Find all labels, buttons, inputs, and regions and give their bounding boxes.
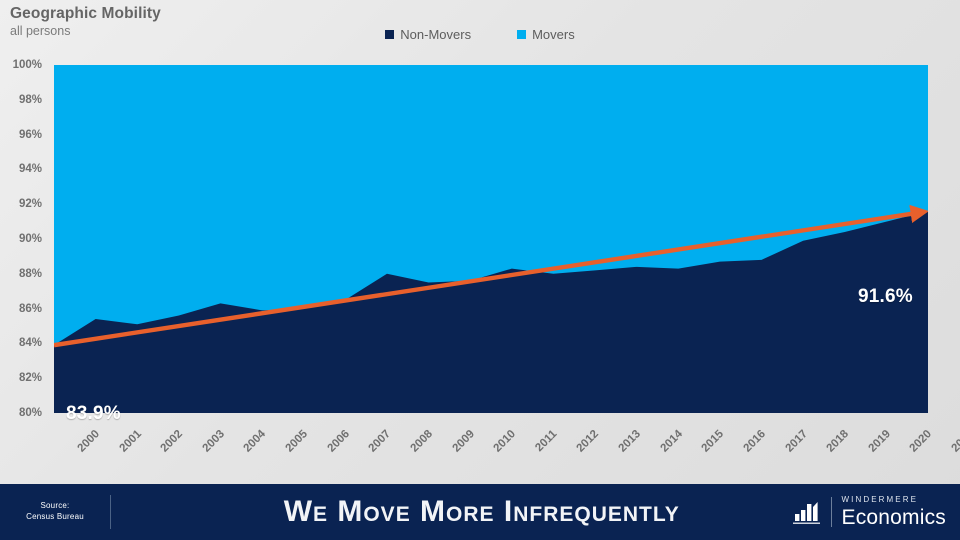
page-title: Geographic Mobility bbox=[10, 5, 161, 22]
x-axis-tick-label: 2021 bbox=[949, 428, 960, 455]
y-axis: 100% 98% 96% 94% 92% 90% 88% 86% 84% 82% 80% bbox=[0, 58, 46, 419]
x-axis-tick-label: 2012 bbox=[574, 428, 602, 455]
logo-product: Economics bbox=[841, 506, 946, 529]
source-note: Source: Census Bureau bbox=[0, 501, 110, 523]
y-axis-tick-label: 94% bbox=[18, 163, 42, 176]
x-axis-tick-label: 2010 bbox=[491, 428, 519, 455]
square-swatch-icon bbox=[385, 30, 395, 39]
legend-label: Movers bbox=[532, 27, 575, 42]
x-axis-tick-label: 2002 bbox=[158, 428, 186, 455]
square-swatch-icon bbox=[517, 30, 527, 39]
area-chart-svg bbox=[54, 204, 928, 413]
x-axis-tick-label: 2016 bbox=[741, 428, 768, 455]
plot-area bbox=[54, 65, 928, 413]
legend-item-movers[interactable]: Movers bbox=[517, 27, 575, 42]
bar-chart-icon bbox=[793, 502, 821, 524]
data-label-end: 91.6% bbox=[858, 286, 913, 307]
x-axis-tick-label: 2000 bbox=[75, 428, 103, 455]
y-axis-tick-label: 90% bbox=[18, 233, 42, 245]
data-label-start: 83.9% bbox=[66, 403, 121, 424]
x-axis-tick-label: 2009 bbox=[450, 428, 477, 455]
x-axis-tick-label: 2006 bbox=[325, 428, 352, 455]
x-axis-tick-label: 2020 bbox=[907, 428, 935, 455]
logo-text: WINDERMERE Economics bbox=[841, 495, 946, 529]
x-axis-tick-label: 2005 bbox=[283, 428, 311, 455]
x-axis-tick-label: 2019 bbox=[866, 428, 893, 455]
x-axis-tick-label: 2008 bbox=[408, 428, 436, 455]
x-axis-tick-label: 2014 bbox=[658, 428, 685, 455]
x-axis-tick-label: 2015 bbox=[699, 428, 727, 455]
divider bbox=[110, 495, 111, 529]
y-axis-tick-label: 98% bbox=[18, 93, 42, 106]
x-axis-tick-label: 2013 bbox=[616, 428, 644, 455]
y-axis-tick-label: 84% bbox=[18, 337, 42, 350]
chart-plot-wrapper: 100% 98% 96% 94% 92% 90% 88% 86% 84% 82% 80% 83.9%… bbox=[0, 58, 960, 424]
x-axis-tick-label: 2018 bbox=[824, 428, 852, 455]
y-axis-tick-label: 80% bbox=[18, 407, 42, 419]
x-axis-tick-label: 2017 bbox=[783, 428, 810, 455]
x-axis: 2000 2001 2002 2003 2004 2005 2006 2007 2008 2009… bbox=[0, 420, 960, 470]
divider bbox=[831, 497, 833, 527]
title-block: Geographic Mobility all persons bbox=[10, 4, 161, 39]
x-axis-tick-label: 2004 bbox=[241, 428, 269, 455]
y-axis-tick-label: 86% bbox=[18, 302, 42, 315]
footer-bar: Source: Census Bureau We Move More Infre… bbox=[0, 484, 960, 540]
page-subtitle: all persons bbox=[10, 24, 71, 39]
y-axis-tick-label: 82% bbox=[18, 372, 42, 385]
series-area-non-movers bbox=[54, 211, 928, 413]
x-axis-tick-label: 2011 bbox=[533, 428, 560, 455]
legend-item-non-movers[interactable]: Non-Movers bbox=[385, 27, 471, 42]
footer-headline: We Move More Infrequently bbox=[283, 495, 680, 528]
x-axis-tick-label: 2007 bbox=[366, 428, 394, 455]
legend-label: Non-Movers bbox=[400, 27, 472, 42]
y-axis-tick-label: 92% bbox=[18, 198, 42, 211]
x-axis-tick-label: 2001 bbox=[117, 428, 144, 455]
x-axis-tick-label: 2003 bbox=[200, 428, 227, 455]
windermere-economics-logo: WINDERMERE Economics bbox=[792, 496, 960, 528]
source-value: Census Bureau bbox=[26, 512, 84, 521]
chart-legend: Non-Movers Movers bbox=[0, 27, 960, 42]
y-axis-tick-label: 100% bbox=[12, 59, 42, 71]
y-axis-tick-label: 88% bbox=[18, 267, 42, 280]
source-label: Source: bbox=[40, 501, 70, 511]
trend-arrow-line bbox=[54, 204, 928, 348]
logo-brand: WINDERMERE bbox=[841, 495, 919, 504]
y-axis-tick-label: 96% bbox=[18, 128, 42, 141]
